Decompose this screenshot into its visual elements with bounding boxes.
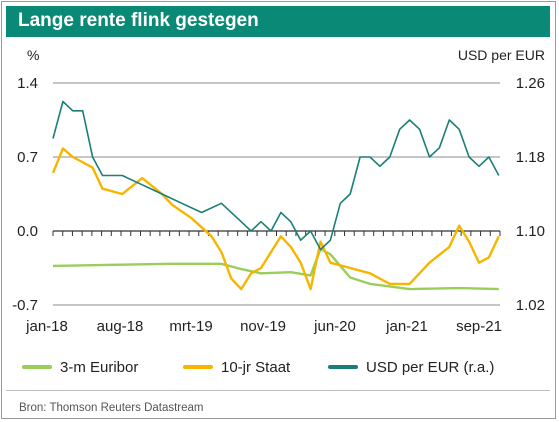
series-line	[51, 147, 500, 291]
legend-label-staat: 10-jr Staat	[221, 358, 291, 376]
left-tick-label: 1.4	[17, 75, 38, 92]
series-line	[52, 100, 500, 251]
left-tick-label: -0.7	[12, 297, 38, 314]
legend-swatch-staat	[183, 365, 213, 369]
x-tick-label: aug-18	[97, 318, 144, 335]
legend-label-usd: USD per EUR (r.a.)	[366, 358, 495, 376]
chart-title: Lange rente flink gestegen	[18, 10, 259, 31]
right-axis-unit: USD per EUR	[458, 47, 545, 63]
x-tick-label: jan-21	[385, 318, 428, 335]
legend-swatch-euribor	[22, 365, 52, 369]
x-tick-label: jun-20	[313, 318, 356, 335]
legend-item-usd: USD per EUR (r.a.)	[328, 357, 494, 377]
x-tick-label: mrt-19	[169, 318, 212, 335]
x-tick-label: nov-19	[240, 318, 286, 335]
series-line	[52, 247, 499, 291]
left-axis-unit: %	[27, 47, 39, 63]
left-tick-label: 0.0	[17, 223, 38, 240]
legend-swatch-usd	[328, 365, 358, 369]
left-tick-label: 0.7	[17, 149, 38, 166]
title-bar: Lange rente flink gestegen	[6, 6, 550, 37]
right-tick-label: 1.26	[516, 75, 545, 92]
footer-divider	[6, 390, 550, 391]
legend-label-euribor: 3-m Euribor	[60, 358, 139, 376]
legend-item-staat: 10-jr Staat	[183, 357, 290, 377]
source-note: Bron: Thomson Reuters Datastream	[19, 402, 204, 414]
x-tick-label: sep-21	[456, 318, 502, 335]
legend-item-euribor: 3-m Euribor	[22, 357, 138, 377]
right-tick-label: 1.18	[516, 149, 545, 166]
right-tick-label: 1.10	[516, 223, 545, 240]
right-tick-label: 1.02	[516, 297, 545, 314]
x-tick-label: jan-18	[25, 318, 68, 335]
